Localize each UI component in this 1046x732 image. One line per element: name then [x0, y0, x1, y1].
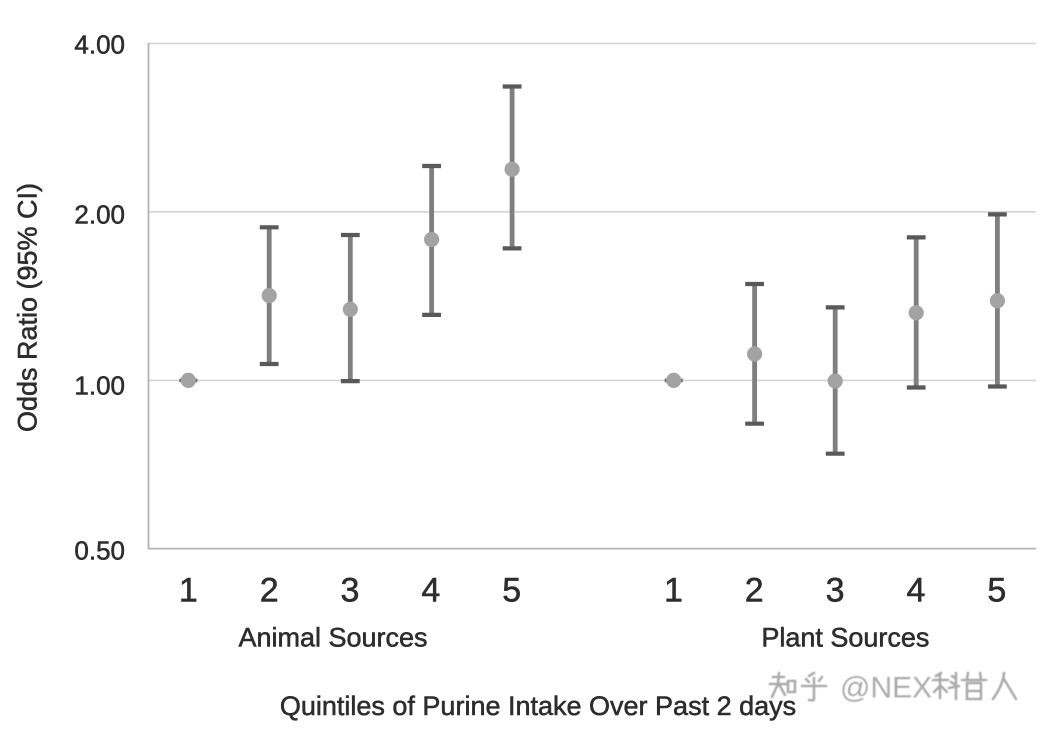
- svg-text:4.00: 4.00: [74, 30, 125, 60]
- svg-text:@NEX: @NEX: [840, 672, 932, 705]
- svg-text:5: 5: [987, 572, 1006, 610]
- svg-text:Animal Sources: Animal Sources: [238, 623, 427, 653]
- svg-text:2: 2: [260, 572, 279, 610]
- svg-text:1.00: 1.00: [74, 371, 125, 401]
- svg-text:3: 3: [826, 572, 845, 610]
- svg-text:2: 2: [745, 572, 764, 610]
- svg-text:4: 4: [906, 572, 925, 610]
- svg-text:1: 1: [664, 572, 683, 610]
- svg-text:5: 5: [502, 572, 521, 610]
- svg-text:0.50: 0.50: [74, 536, 125, 566]
- svg-text:4: 4: [421, 572, 440, 610]
- svg-text:Plant Sources: Plant Sources: [761, 623, 929, 653]
- svg-text:1: 1: [179, 572, 198, 610]
- svg-text:3: 3: [341, 572, 360, 610]
- svg-text:Quintiles of Purine Intake Ove: Quintiles of Purine Intake Over Past 2 d…: [280, 691, 796, 721]
- svg-text:@NEX: @NEX: [842, 673, 934, 706]
- svg-text:Odds Ratio (95% CI): Odds Ratio (95% CI): [12, 183, 42, 432]
- svg-text:2.00: 2.00: [74, 199, 125, 229]
